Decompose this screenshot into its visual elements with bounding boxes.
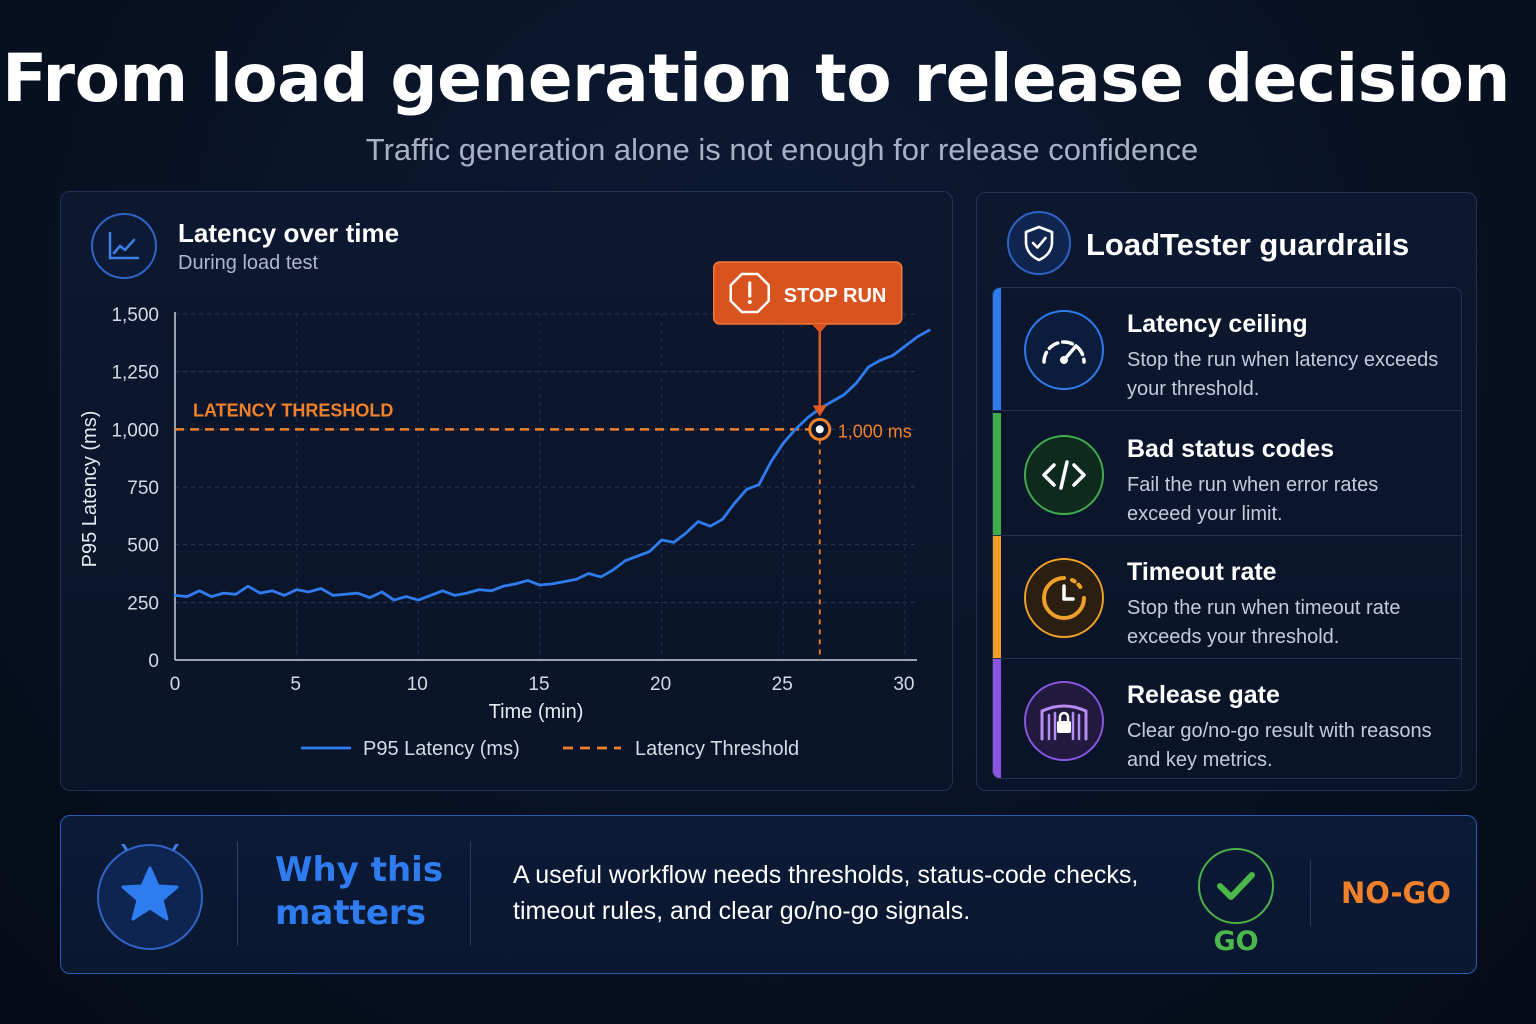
p95-latency-line xyxy=(173,328,931,602)
guardrail-name: Release gate xyxy=(1127,681,1280,709)
guardrail-release-gate: Release gate Clear go/no-go result with … xyxy=(993,659,1461,778)
chart-title: Latency over time xyxy=(178,218,400,248)
x-tick-label: 15 xyxy=(528,674,549,695)
guardrail-desc: Stop the run when timeout rate exceeds y… xyxy=(1127,597,1401,648)
guardrail-latency-ceiling: Latency ceiling Stop the run when latenc… xyxy=(993,288,1461,411)
guardrail-name: Latency ceiling xyxy=(1127,310,1308,338)
divider xyxy=(1310,860,1311,926)
legend-label-latency: P95 Latency (ms) xyxy=(363,738,520,760)
legend-label-threshold: Latency Threshold xyxy=(635,738,799,760)
latency-line-chart: 0 250 500 750 1,000 1,250 1,500 0 5 10 15 20 25 30 Tim… xyxy=(79,261,931,760)
divider xyxy=(470,842,471,946)
breach-marker-core xyxy=(815,425,824,434)
why-this-matters-text: A useful workflow needs thresholds, stat… xyxy=(513,861,1139,925)
no-go-label: NO-GO xyxy=(1341,876,1451,910)
y-tick-label: 500 xyxy=(127,536,159,557)
guardrail-desc: Clear go/no-go result with reasons and k… xyxy=(1127,720,1432,771)
threshold-label: LATENCY THRESHOLD xyxy=(193,400,393,420)
gate-lock-icon xyxy=(1024,681,1104,761)
y-tick-label: 0 xyxy=(148,651,159,672)
x-tick-label: 20 xyxy=(650,674,671,695)
stop-run-callout-tail xyxy=(811,324,828,333)
page-subtitle: Traffic generation alone is not enough f… xyxy=(365,132,1199,167)
x-tick-label: 25 xyxy=(772,674,793,695)
x-tick-label: 30 xyxy=(893,674,914,695)
y-tick-label: 1,500 xyxy=(111,305,159,326)
guardrail-name: Timeout rate xyxy=(1127,558,1277,586)
guardrail-accent-bar xyxy=(993,288,1001,410)
go-label: GO xyxy=(1213,926,1259,957)
warning-octagon-icon xyxy=(729,272,770,314)
guardrails-title: LoadTester guardrails xyxy=(1086,227,1410,262)
guardrail-accent-bar xyxy=(993,659,1001,778)
timer-icon xyxy=(1024,558,1104,638)
line-chart-icon xyxy=(91,213,157,279)
guardrail-accent-bar xyxy=(993,536,1001,658)
guardrail-desc: Fail the run when error rates exceed you… xyxy=(1127,474,1379,525)
star-icon xyxy=(97,844,203,950)
code-brackets-icon xyxy=(1024,435,1104,515)
stop-run-label: STOP RUN xyxy=(784,285,887,307)
y-tick-label: 750 xyxy=(127,478,159,499)
divider xyxy=(237,842,238,946)
y-axis-label: P95 Latency (ms) xyxy=(79,411,101,568)
y-tick-label: 1,000 xyxy=(111,420,159,441)
guardrail-desc: Stop the run when latency exceeds your t… xyxy=(1127,349,1439,400)
speedometer-icon xyxy=(1024,310,1104,390)
guardrail-list: Latency ceiling Stop the run when latenc… xyxy=(992,287,1462,779)
chart-subtitle: During load test xyxy=(178,252,319,274)
checkmark-icon xyxy=(1198,848,1274,924)
shield-check-icon xyxy=(1007,211,1071,275)
guardrails-panel: LoadTester guardrails Latency ceiling St… xyxy=(976,192,1477,791)
guardrail-name: Bad status codes xyxy=(1127,435,1335,463)
why-this-matters-heading: Why this matters xyxy=(275,850,444,933)
x-tick-label: 10 xyxy=(407,674,428,695)
x-tick-label: 5 xyxy=(290,674,301,695)
y-tick-label: 250 xyxy=(127,593,159,614)
guardrail-accent-bar xyxy=(993,413,1001,535)
why-this-matters-panel: Why this matters A useful workflow needs… xyxy=(60,815,1477,974)
page-title: From load generation to release decision xyxy=(2,40,1510,117)
latency-chart-panel: Latency over time During load test 0 250 5… xyxy=(60,191,953,791)
x-axis-label: Time (min) xyxy=(489,701,584,723)
guardrail-bad-status-codes: Bad status codes Fail the run when error… xyxy=(993,413,1461,536)
x-tick-label: 0 xyxy=(170,674,181,695)
guardrail-timeout-rate: Timeout rate Stop the run when timeout r… xyxy=(993,536,1461,659)
warning-octagon-icon-dot xyxy=(747,300,752,304)
y-tick-label: 1,250 xyxy=(111,363,159,384)
threshold-value-label: 1,000 ms xyxy=(838,421,912,441)
stop-arrow xyxy=(812,405,827,417)
